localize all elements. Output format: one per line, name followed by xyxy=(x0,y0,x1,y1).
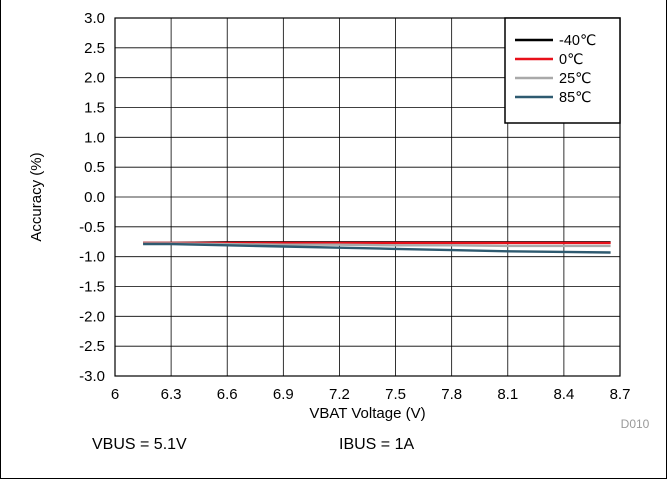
legend-label: 85℃ xyxy=(559,90,591,106)
x-tick-label: 7.8 xyxy=(441,386,462,403)
vbus-condition: VBUS = 5.1V xyxy=(92,436,187,453)
x-tick-label: 6.9 xyxy=(273,386,294,403)
x-axis-title: VBAT Voltage (V) xyxy=(309,405,425,422)
legend-label: 25℃ xyxy=(559,71,591,87)
x-tick-label: 8.7 xyxy=(610,386,631,403)
y-tick-label: 1.5 xyxy=(84,100,105,117)
accuracy-chart: 3.0 2.5 2.0 1.5 1.0 0.5 0.0 -0.5 -1.0 -1.5 -2.0 -2.… xyxy=(28,10,650,430)
x-tick-label: 6.3 xyxy=(161,386,182,403)
y-tick-label: -3.0 xyxy=(79,368,105,385)
y-tick-label: 2.5 xyxy=(84,40,105,57)
y-tick-label: -1.5 xyxy=(79,279,105,296)
x-tick-label: 8.1 xyxy=(497,386,518,403)
y-tick-label: 2.0 xyxy=(84,70,105,87)
grid xyxy=(115,18,620,376)
y-tick-label: -2.0 xyxy=(79,308,105,325)
x-tick-label: 7.2 xyxy=(329,386,350,403)
series-line xyxy=(143,242,611,254)
legend-label: -40℃ xyxy=(559,33,596,49)
x-tick-labels: 6 6.3 6.6 6.9 7.2 7.5 7.8 8.1 8.4 8.7 xyxy=(111,386,631,403)
legend-box xyxy=(504,17,621,124)
ibus-condition: IBUS = 1A xyxy=(339,436,415,453)
x-tick-label: 6.6 xyxy=(217,386,238,403)
legend-label: 0℃ xyxy=(559,52,583,68)
y-tick-label: 0.5 xyxy=(84,159,105,176)
y-tick-labels: 3.0 2.5 2.0 1.5 1.0 0.5 0.0 -0.5 -1.0 -1.5 -2.0 -2.… xyxy=(79,10,105,385)
series-lines xyxy=(143,241,611,254)
x-tick-label: 8.4 xyxy=(553,386,574,403)
x-tick-label: 6 xyxy=(111,386,119,403)
plot-border xyxy=(114,17,621,377)
y-axis-title: Accuracy (%) xyxy=(28,152,45,241)
y-tick-label: -0.5 xyxy=(79,219,105,236)
x-tick-label: 7.5 xyxy=(385,386,406,403)
y-tick-label: 3.0 xyxy=(84,10,105,27)
y-tick-label: 1.0 xyxy=(84,129,105,146)
y-tick-label: -1.0 xyxy=(79,249,105,266)
y-tick-label: -2.5 xyxy=(79,338,105,355)
figure-code: D010 xyxy=(621,417,650,430)
legend: -40℃ 0℃ 25℃ 85℃ xyxy=(504,17,621,124)
y-tick-label: 0.0 xyxy=(84,189,105,206)
